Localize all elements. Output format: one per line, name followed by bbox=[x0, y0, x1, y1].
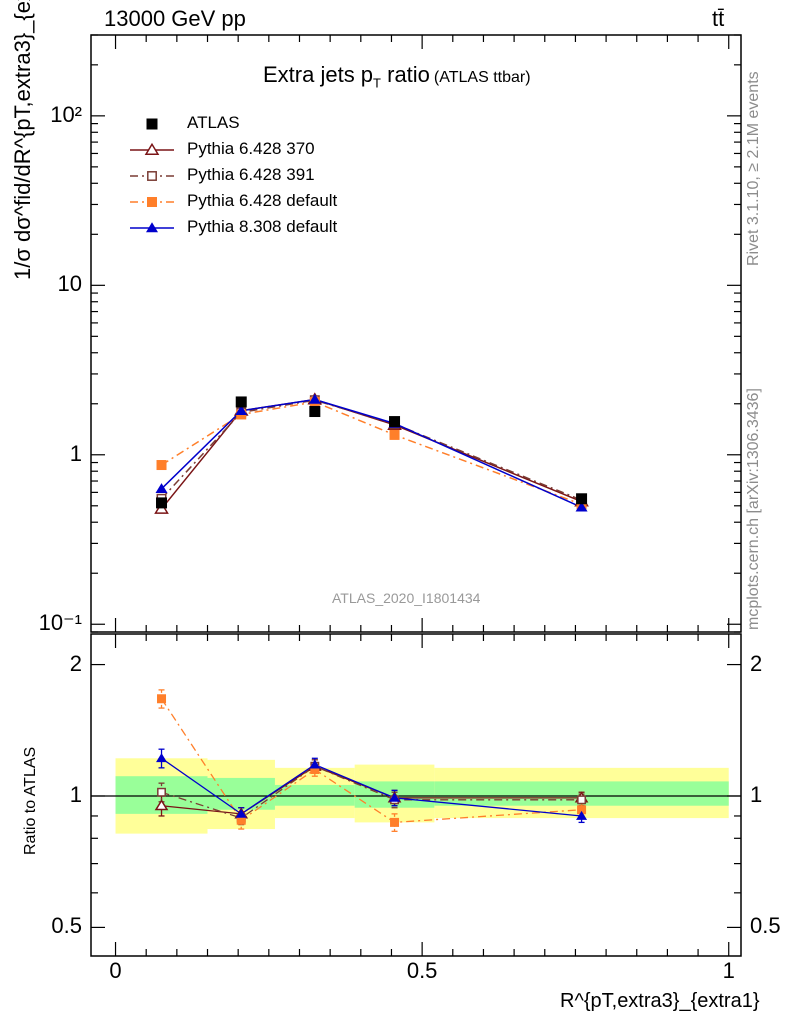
ratio-point-3-2 bbox=[309, 759, 321, 769]
rivet-version-label: Rivet 3.1.10, ≥ 2.1M events bbox=[745, 71, 762, 266]
main-ytick-label: 1 bbox=[69, 440, 82, 466]
main-y-axis-label: 1/σ dσ^fid/dR^{pT,extra3}_{extra1} bbox=[10, 0, 35, 280]
main-frame bbox=[90, 34, 742, 633]
main-point-3-0 bbox=[156, 460, 167, 471]
ratio-y-axis-label: Ratio to ATLAS bbox=[22, 746, 39, 855]
ratio-line-1 bbox=[161, 765, 582, 819]
process-label: tt̄ bbox=[712, 6, 725, 31]
xtick-label: 0 bbox=[109, 958, 122, 983]
main-ytick-label: 10² bbox=[50, 101, 82, 127]
band-inner-1 bbox=[207, 777, 275, 810]
ratio-point-2-4 bbox=[577, 805, 587, 815]
mcplots-label: mcplots.cern.ch [arXiv:1306.3436] bbox=[745, 388, 762, 630]
panel-frames bbox=[90, 34, 742, 957]
legend-label-1: Pythia 6.428 370 bbox=[187, 139, 315, 158]
legend-marker-0 bbox=[146, 118, 158, 130]
ratio-point-1-0 bbox=[157, 787, 166, 797]
ratio-point-2-1 bbox=[236, 815, 246, 825]
ratio-ytick-label-left: 2 bbox=[69, 650, 82, 676]
main-title: Extra jets pT ratio (ATLAS ttbar) bbox=[263, 62, 531, 90]
ratio-point-0-0 bbox=[154, 799, 169, 811]
title-text: Extra jets pT ratio bbox=[263, 62, 430, 91]
title-suffix: (ATLAS ttbar) bbox=[433, 69, 531, 86]
legend-marker-1 bbox=[144, 142, 160, 156]
axis-ticks bbox=[91, 34, 741, 956]
ratio-point-3-1 bbox=[235, 808, 247, 818]
main-point-4-0 bbox=[155, 483, 168, 494]
main-ytick-label: 10 bbox=[57, 271, 82, 297]
main-point-4-2 bbox=[308, 393, 321, 404]
legend-label-0: ATLAS bbox=[187, 113, 240, 132]
xtick-label: 0.5 bbox=[406, 958, 438, 983]
ratio-ytick-label-right: 0.5 bbox=[750, 913, 781, 939]
legend-marker-2 bbox=[147, 171, 157, 181]
main-point-0-3 bbox=[389, 416, 401, 428]
ratio-ytick-label-left: 1 bbox=[69, 781, 82, 807]
ratio-point-1-4 bbox=[577, 795, 587, 805]
main-point-4-1 bbox=[235, 405, 248, 415]
ratio-point-2-0 bbox=[157, 694, 167, 704]
main-point-0-4 bbox=[576, 493, 588, 505]
x-axis-label: R^{pT,extra3}_{extra1} bbox=[560, 990, 760, 1012]
ratio-ytick-label-right: 1 bbox=[750, 781, 763, 807]
legend bbox=[130, 118, 174, 233]
main-panel-series bbox=[154, 392, 589, 514]
xtick-label: 1 bbox=[722, 958, 735, 983]
legend-label-3: Pythia 6.428 default bbox=[187, 191, 338, 210]
analysis-watermark: ATLAS_2020_I1801434 bbox=[332, 590, 481, 606]
legend-label-2: Pythia 6.428 391 bbox=[187, 165, 315, 184]
legend-marker-4 bbox=[146, 222, 158, 233]
main-ytick-label: 10⁻¹ bbox=[38, 610, 82, 636]
collision-label: 13000 GeV pp bbox=[104, 6, 246, 31]
band-inner-2 bbox=[274, 784, 355, 806]
ratio-point-3-3 bbox=[389, 792, 401, 802]
ratio-ytick-label-left: 0.5 bbox=[51, 913, 82, 939]
main-point-0-1 bbox=[235, 396, 247, 408]
main-point-3-3 bbox=[389, 429, 400, 440]
main-point-4-4 bbox=[575, 501, 588, 512]
ratio-point-3-4 bbox=[576, 810, 588, 820]
ratio-point-3-0 bbox=[156, 753, 168, 763]
ratio-point-2-2 bbox=[310, 764, 320, 774]
main-line-4 bbox=[160, 398, 582, 508]
ratio-panel-series bbox=[154, 689, 589, 832]
main-point-0-2 bbox=[309, 406, 321, 418]
ratio-ytick-label-right: 2 bbox=[750, 650, 763, 676]
main-point-0-0 bbox=[156, 497, 168, 509]
legend-marker-3 bbox=[147, 197, 157, 207]
ratio-frame bbox=[90, 633, 742, 957]
main-line-2 bbox=[160, 399, 582, 501]
ratio-point-2-3 bbox=[390, 817, 400, 827]
legend-label-4: Pythia 8.308 default bbox=[187, 217, 338, 236]
